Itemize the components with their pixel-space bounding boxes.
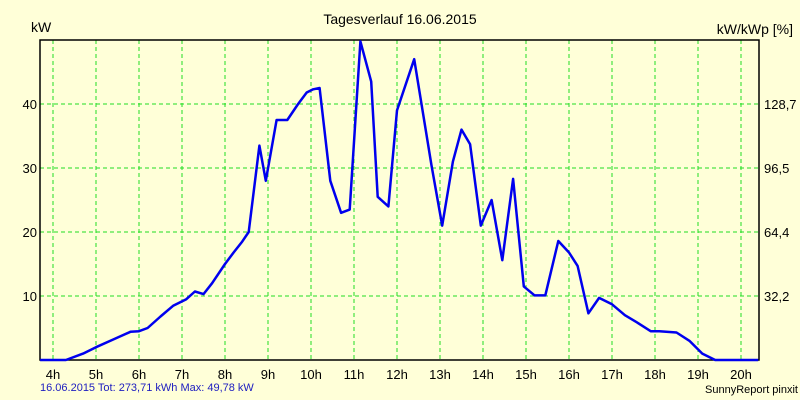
x-tick-label: 11h — [344, 367, 365, 382]
y-tick-label-right: 96,5 — [764, 161, 789, 176]
x-tick-label: 5h — [89, 367, 103, 382]
x-tick-label: 15h — [515, 367, 537, 382]
x-tick-label: 19h — [687, 367, 709, 382]
x-tick-label: 16h — [558, 367, 580, 382]
x-tick-label: 10h — [300, 367, 322, 382]
y-tick-label-left: 40 — [23, 97, 37, 112]
x-tick-label: 17h — [601, 367, 623, 382]
x-tick-label: 8h — [218, 367, 232, 382]
x-tick-label: 7h — [175, 367, 189, 382]
x-tick-label: 13h — [429, 367, 451, 382]
x-tick-label: 4h — [46, 367, 60, 382]
x-tick-label: 12h — [386, 367, 408, 382]
y-tick-label-left: 10 — [23, 289, 37, 304]
x-tick-label: 18h — [644, 367, 666, 382]
y-axis-right-label: kW/kWp [%] — [716, 21, 793, 37]
credit: SunnyReport pinxit — [705, 384, 798, 396]
x-tick-label: 6h — [132, 367, 146, 382]
x-tick-label: 20h — [730, 367, 752, 382]
y-tick-label-right: 128,7 — [764, 97, 797, 112]
daily-summary: 16.06.2015 Tot: 273,71 kWh Max: 49,78 kW — [40, 382, 254, 394]
y-tick-label-left: 30 — [23, 161, 37, 176]
power-series-line — [40, 40, 759, 362]
x-tick-label: 14h — [472, 367, 494, 382]
chart-title: Tagesverlauf 16.06.2015 — [323, 11, 477, 27]
x-tick-label: 9h — [261, 367, 275, 382]
y-tick-label-right: 64,4 — [764, 225, 789, 240]
plot-frame — [39, 39, 760, 361]
y-axis-left-label: kW — [31, 19, 52, 35]
y-tick-label-left: 20 — [23, 225, 37, 240]
y-tick-label-right: 32,2 — [764, 289, 789, 304]
